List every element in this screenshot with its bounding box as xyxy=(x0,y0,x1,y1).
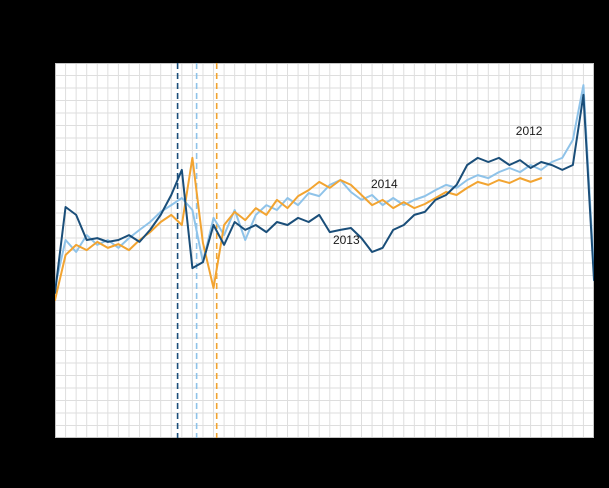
chart-svg xyxy=(55,63,594,438)
series-line-2012 xyxy=(55,84,594,288)
series-line-2014 xyxy=(55,156,543,301)
series-line-2013 xyxy=(55,93,594,294)
plot-area: 2012 2014 2013 xyxy=(55,63,594,438)
